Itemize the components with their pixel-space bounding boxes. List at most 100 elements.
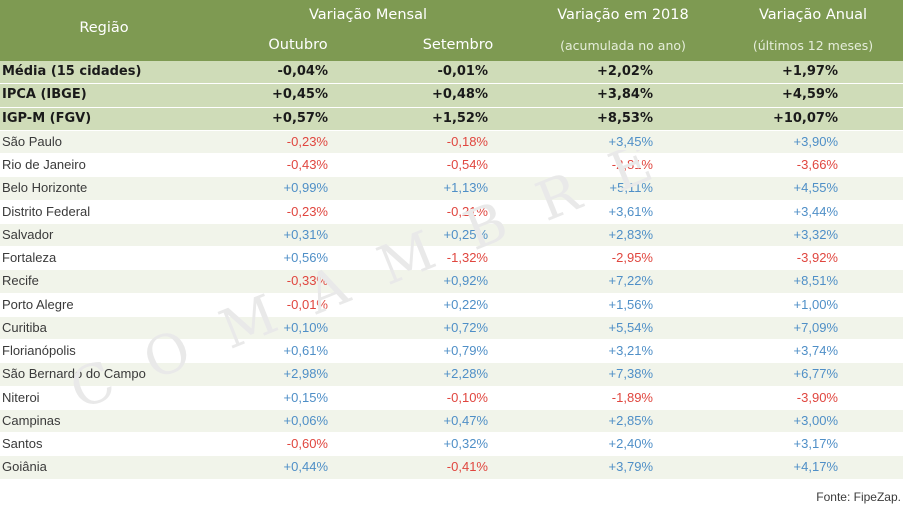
cell-set: -0,01% xyxy=(437,64,489,79)
index-row: Média (15 cidades) -0,04% -0,01% +2,02% +1,9… xyxy=(0,61,903,85)
cell-out: +0,44% xyxy=(283,459,328,475)
cell-set: +0,47% xyxy=(443,412,488,428)
header-variacao-mensal: Variação Mensal xyxy=(309,7,427,23)
row-label: São Bernardo do Campo xyxy=(2,366,146,382)
cell-anual: -3,92% xyxy=(796,250,838,265)
row-label: Florianópolis xyxy=(2,343,76,358)
cell-ano: +2,83% xyxy=(608,226,653,242)
cell-out: +0,61% xyxy=(283,343,328,358)
row-label: Niteroi xyxy=(2,389,40,405)
row-label: Goiânia xyxy=(2,459,47,475)
cell-anual: +3,74% xyxy=(793,343,838,358)
table-row: Goiânia +0,44% -0,41% +3,79% +4,17% xyxy=(0,456,903,480)
cell-out: -0,60% xyxy=(286,436,328,451)
cell-out: +0,57% xyxy=(272,110,328,126)
row-label: Santos xyxy=(2,436,43,451)
cell-ano: -2,95% xyxy=(611,250,653,265)
cell-ano: +3,84% xyxy=(597,87,653,103)
table-row: São Bernardo do Campo +2,98% +2,28% +7,38% +… xyxy=(0,363,903,387)
cell-set: +0,48% xyxy=(432,87,488,103)
table-row: Salvador +0,31% +0,25% +2,83% +3,32% xyxy=(0,223,903,247)
cell-ano: +2,02% xyxy=(597,64,653,79)
cell-set: -0,10% xyxy=(446,389,488,405)
table-row: Recife -0,33% +0,92% +7,22% +8,51% xyxy=(0,270,903,294)
cell-set: -0,41% xyxy=(446,459,488,475)
cell-anual: +4,17% xyxy=(793,459,838,475)
cell-anual: +1,00% xyxy=(793,296,838,312)
row-label: Porto Alegre xyxy=(2,296,74,312)
cell-ano: +7,38% xyxy=(608,366,653,382)
cell-out: +0,06% xyxy=(283,412,328,428)
cell-anual: +4,59% xyxy=(782,87,838,103)
cell-set: +1,52% xyxy=(432,110,488,126)
row-label: Rio de Janeiro xyxy=(2,157,86,172)
table-header: Região Variação Mensal Outubro Setembro … xyxy=(0,0,903,61)
cell-ano: +1,56% xyxy=(608,296,653,312)
cell-out: +0,31% xyxy=(283,226,328,242)
cell-ano: +3,61% xyxy=(608,203,653,219)
cell-ano: +5,54% xyxy=(608,319,653,335)
header-regiao: Região xyxy=(79,20,129,36)
row-label: Campinas xyxy=(2,412,61,428)
cell-ano: +8,53% xyxy=(597,110,653,126)
table-row: Florianópolis +0,61% +0,79% +3,21% +3,74% xyxy=(0,340,903,364)
header-variacao-anual-sub: (últimos 12 meses) xyxy=(752,38,874,53)
cell-set: +0,92% xyxy=(443,273,488,289)
cell-ano: +3,21% xyxy=(608,343,653,358)
row-label: Curitiba xyxy=(2,319,47,335)
table-row: Porto Alegre -0,01% +0,22% +1,56% +1,00% xyxy=(0,293,903,317)
cell-out: +0,10% xyxy=(283,319,328,335)
cell-ano: +3,79% xyxy=(608,459,653,475)
source-note: Fonte: FipeZap. xyxy=(816,490,901,504)
row-label: Média (15 cidades) xyxy=(2,64,142,79)
table-row: Campinas +0,06% +0,47% +2,85% +3,00% xyxy=(0,409,903,433)
table-row: Santos -0,60% +0,32% +2,40% +3,17% xyxy=(0,433,903,457)
cell-anual: +3,32% xyxy=(793,226,838,242)
cell-anual: +10,07% xyxy=(772,110,838,126)
index-row: IPCA (IBGE) +0,45% +0,48% +3,84% +4,59% xyxy=(0,84,903,108)
cell-set: +0,79% xyxy=(443,343,488,358)
cell-anual: +3,00% xyxy=(793,412,838,428)
cell-set: -1,32% xyxy=(446,250,488,265)
cell-anual: +1,97% xyxy=(782,64,838,79)
row-label: IPCA (IBGE) xyxy=(2,87,87,103)
cell-anual: +3,17% xyxy=(793,436,838,451)
table-row: Curitiba +0,10% +0,72% +5,54% +7,09% xyxy=(0,316,903,340)
cell-out: +0,99% xyxy=(283,180,328,196)
cell-ano: -2,81% xyxy=(611,157,653,172)
cell-anual: +4,55% xyxy=(793,180,838,196)
row-label: Belo Horizonte xyxy=(2,180,88,196)
row-label: Distrito Federal xyxy=(2,203,91,219)
cell-ano: +7,22% xyxy=(608,273,653,289)
cell-anual: -3,90% xyxy=(796,389,838,405)
cell-ano: +5,11% xyxy=(609,180,654,196)
cell-anual: +8,51% xyxy=(793,273,838,289)
cell-set: -0,54% xyxy=(446,157,488,172)
cell-out: -0,23% xyxy=(286,203,328,219)
cell-ano: +2,40% xyxy=(608,436,653,451)
cell-anual: +3,90% xyxy=(793,133,838,149)
cell-anual: -3,66% xyxy=(796,157,838,172)
table-row: São Paulo -0,23% -0,18% +3,45% +3,90% xyxy=(0,130,903,154)
cell-out: +2,98% xyxy=(283,366,328,382)
cell-out: +0,15% xyxy=(283,389,328,405)
table-row: Fortaleza +0,56% -1,32% -2,95% -3,92% xyxy=(0,247,903,271)
row-label: Recife xyxy=(2,273,39,289)
cell-set: -0,18% xyxy=(446,133,488,149)
cell-set: +0,25% xyxy=(443,226,488,242)
index-row: IGP-M (FGV) +0,57% +1,52% +8,53% +10,07% xyxy=(0,107,903,131)
table-row: Niteroi +0,15% -0,10% -1,89% -3,90% xyxy=(0,386,903,410)
header-outubro: Outubro xyxy=(268,37,328,53)
cell-out: -0,01% xyxy=(286,296,328,312)
cell-out: -0,23% xyxy=(286,133,328,149)
table-row: Belo Horizonte +0,99% +1,13% +5,11% +4,55% xyxy=(0,177,903,201)
row-label: Salvador xyxy=(2,226,54,242)
cell-out: +0,56% xyxy=(283,250,328,265)
cell-ano: -1,89% xyxy=(611,389,653,405)
header-variacao-anual: Variação Anual xyxy=(758,7,868,23)
header-setembro: Setembro xyxy=(422,37,494,53)
row-label: São Paulo xyxy=(2,133,62,149)
cell-ano: +3,45% xyxy=(608,133,653,149)
cell-ano: +2,85% xyxy=(608,412,653,428)
